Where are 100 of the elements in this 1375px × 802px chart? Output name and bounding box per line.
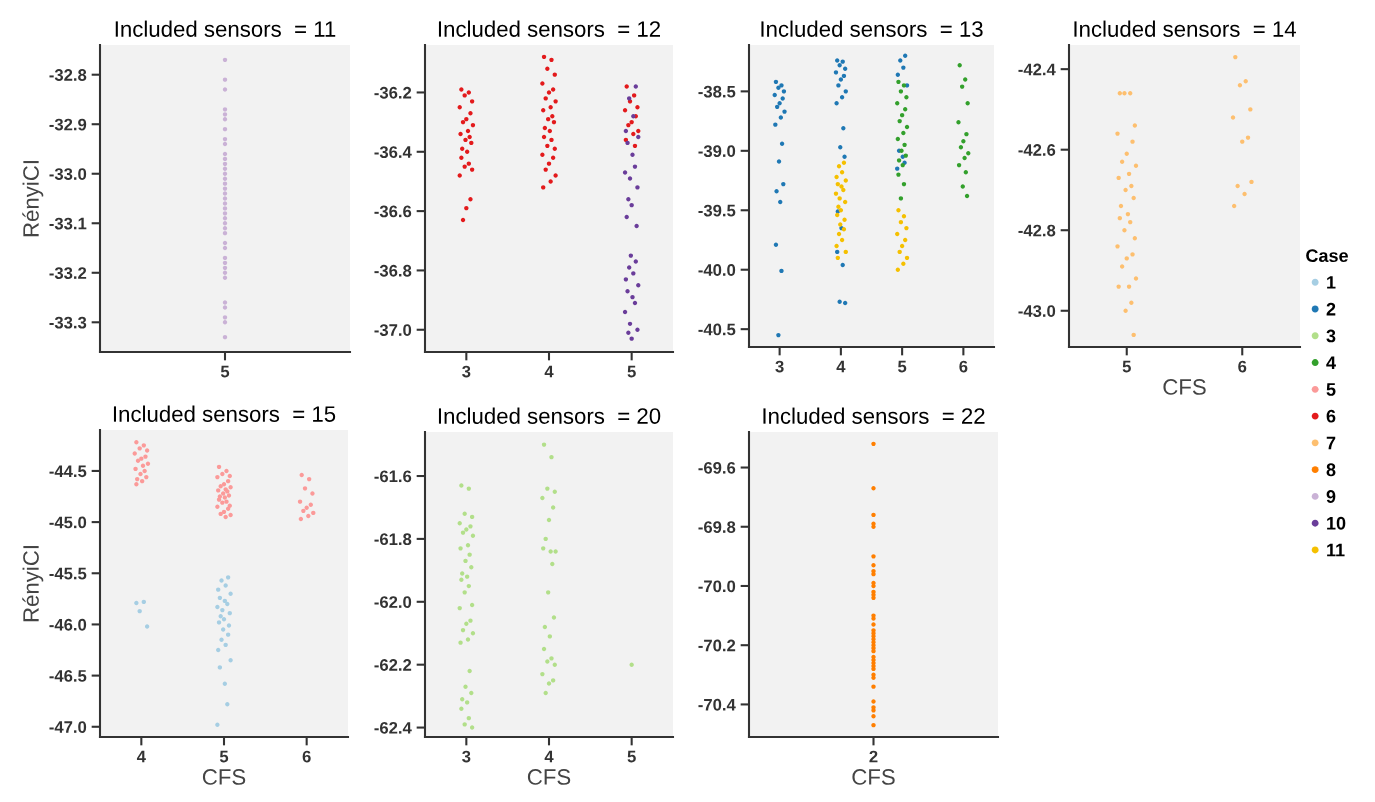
point (833, 70, 839, 75)
point (226, 493, 232, 498)
y-tick-label: -33.2 (49, 267, 87, 279)
y-axis-title: RényiCI (22, 161, 44, 237)
point (222, 211, 228, 216)
point (901, 261, 906, 266)
y-tick-label: -36.6 (374, 205, 412, 218)
point (215, 722, 220, 727)
point (837, 299, 842, 305)
point (144, 448, 150, 453)
point (222, 57, 228, 63)
legend-label: 6 (1326, 409, 1336, 423)
point (134, 440, 139, 445)
point (772, 92, 777, 98)
point (834, 243, 839, 249)
x-tick-label: 5 (898, 360, 907, 373)
point (222, 77, 228, 82)
point (630, 152, 635, 157)
x-tick-label: 3 (775, 360, 784, 373)
point (895, 136, 901, 142)
point (222, 181, 228, 186)
point (223, 514, 228, 520)
x-tick-label: 5 (219, 750, 229, 763)
point (137, 446, 142, 451)
point (220, 607, 225, 613)
point (628, 253, 634, 258)
point (626, 330, 631, 335)
y-tick-label: -47.0 (49, 721, 87, 733)
point (222, 126, 228, 132)
point (833, 191, 839, 196)
y-tick-label: -46.0 (49, 618, 87, 631)
point (904, 124, 910, 130)
legend-label: 10 (1327, 516, 1346, 530)
legend-label: 8 (1326, 463, 1336, 477)
point (895, 231, 900, 237)
point (1230, 115, 1236, 120)
point (631, 271, 636, 276)
point (1233, 54, 1238, 60)
point (838, 222, 843, 227)
point (225, 575, 231, 580)
chart-title: Included sensors = 20 (438, 407, 661, 424)
point (227, 610, 232, 616)
point (779, 141, 785, 146)
point (304, 505, 309, 510)
point (626, 197, 631, 202)
legend-label: 3 (1326, 329, 1336, 343)
point (216, 587, 221, 592)
point (898, 219, 904, 225)
point (306, 513, 311, 519)
point (135, 458, 141, 463)
point (838, 208, 844, 213)
point (1129, 183, 1134, 189)
point (636, 134, 641, 140)
point (224, 499, 229, 504)
point (222, 226, 228, 231)
point (1119, 264, 1125, 269)
y-tick-label: -61.6 (374, 470, 412, 483)
point (836, 164, 842, 169)
point (1122, 228, 1127, 233)
y-tick-label: -32.9 (49, 118, 87, 131)
point (218, 511, 223, 517)
point (1124, 256, 1129, 261)
point (222, 305, 228, 310)
point (222, 87, 228, 92)
point (898, 196, 904, 201)
y-tick-label: -42.8 (1018, 224, 1056, 237)
y-tick-label: -39.5 (698, 204, 736, 217)
point (1117, 215, 1123, 221)
x-tick-label: 3 (462, 365, 471, 378)
point (895, 166, 900, 171)
point (221, 509, 227, 515)
y-tick-label: -44.5 (49, 465, 87, 478)
y-tick-label: -46.5 (49, 670, 87, 682)
point (842, 217, 847, 222)
point (297, 499, 303, 504)
x-axis-title: CFS (202, 769, 246, 785)
point (625, 289, 630, 294)
point (629, 202, 634, 208)
point (627, 176, 633, 181)
point (145, 461, 151, 466)
point (781, 89, 787, 94)
point (841, 187, 846, 193)
point (895, 267, 901, 272)
point (899, 112, 905, 118)
point (216, 464, 222, 470)
point (773, 122, 778, 127)
chart-title: Included sensors = 13 (761, 20, 983, 37)
point (308, 502, 313, 507)
point (1131, 195, 1136, 201)
point (222, 260, 228, 266)
point (957, 63, 962, 68)
point (779, 83, 784, 88)
point (225, 632, 231, 637)
point (142, 468, 147, 474)
point (222, 201, 228, 206)
point (225, 702, 230, 707)
point (623, 277, 629, 282)
chart-title: Included sensors = 15 (113, 405, 336, 422)
point (1129, 300, 1134, 305)
point (224, 468, 229, 474)
